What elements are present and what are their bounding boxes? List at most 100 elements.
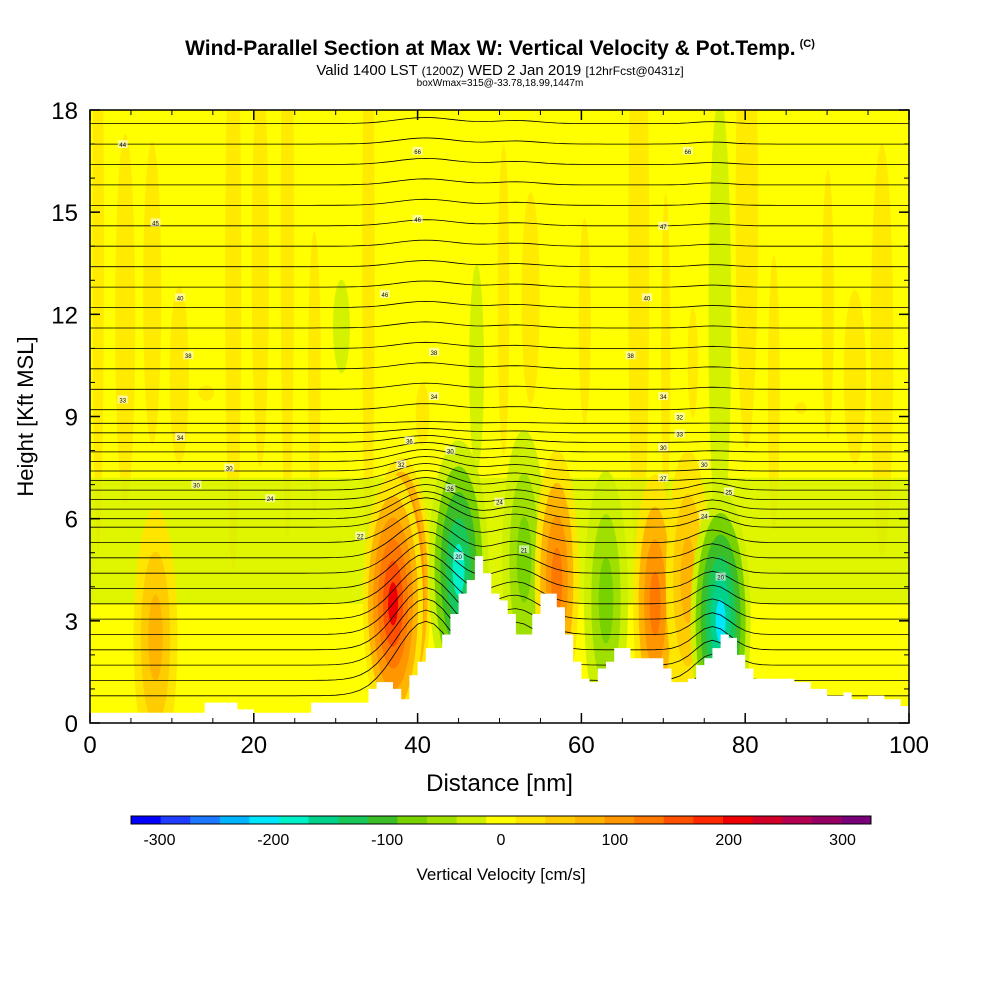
theta-contour: [90, 137, 909, 145]
colorbar-segment: [752, 816, 783, 824]
y-tick-label: 0: [65, 711, 78, 738]
theta-contour: [90, 476, 909, 500]
theta-label-bg: [682, 146, 693, 155]
theta-label: 46: [414, 218, 421, 224]
theta-contour: [90, 519, 909, 559]
theta-contour: [90, 421, 909, 424]
velocity-cell-band: [598, 557, 614, 644]
theta-label: 26: [447, 487, 454, 493]
colorbar-segment: [427, 816, 458, 824]
theta-label-bg: [445, 446, 456, 455]
velocity-stripe: [661, 192, 671, 522]
theta-label-bg: [519, 545, 530, 554]
theta-label: 32: [676, 416, 683, 422]
velocity-cell-band: [452, 543, 465, 596]
valid-utc: (1200Z): [421, 64, 464, 78]
theta-contour: [90, 219, 909, 227]
velocity-cell-band: [715, 599, 726, 643]
y-axis-label: Height [Kft MSL]: [13, 336, 38, 496]
theta-label-bg: [641, 293, 652, 302]
y-tick-label: 18: [51, 98, 78, 125]
theta-label-bg: [428, 347, 439, 356]
velocity-stripe: [687, 307, 698, 418]
theta-label: 36: [406, 439, 413, 445]
x-tick-label: 100: [889, 732, 929, 759]
theta-label: 66: [685, 150, 692, 156]
x-tick-label: 0: [83, 732, 96, 759]
theta-label: 21: [521, 548, 528, 554]
colorbar-tick-label: 200: [715, 832, 742, 849]
theta-contour: [90, 178, 909, 186]
velocity-cell-band: [148, 594, 163, 681]
velocity-stripe: [143, 141, 162, 445]
velocity-stripe: [251, 110, 269, 468]
theta-label-bg: [658, 473, 669, 482]
theta-contour: [90, 508, 909, 543]
velocity-stripe: [628, 110, 650, 581]
copyright-mark: (C): [799, 38, 815, 50]
colorbar-tick-label: -200: [257, 832, 289, 849]
colorbar-segment: [249, 816, 280, 824]
colorbar-segment: [723, 816, 754, 824]
theta-label: 27: [660, 477, 667, 483]
theta-contour: [90, 362, 909, 370]
velocity-stripe: [767, 255, 780, 532]
theta-contour: [90, 442, 909, 453]
colorbar-segment: [190, 816, 221, 824]
velocity-stripe: [115, 133, 136, 505]
theta-label: 20: [717, 576, 724, 582]
colorbar-segment: [575, 816, 606, 824]
chart-title-main: Wind-Parallel Section at Max W: Vertical…: [185, 37, 796, 60]
colorbar-tick-label: 300: [829, 832, 856, 849]
theta-label: 30: [701, 463, 708, 469]
x-tick-label: 40: [404, 732, 431, 759]
velocity-stripe: [497, 144, 510, 456]
theta-contour: [90, 280, 909, 288]
theta-contour: [90, 428, 909, 434]
velocity-field: 44 66 66 45 46 47 40 46 40 38 38 38 33 34 34 34 36 32 33 30…: [90, 110, 909, 723]
colorbar-tick-label: 0: [497, 832, 506, 849]
theta-contour: [90, 490, 909, 520]
theta-label-bg: [658, 221, 669, 230]
colorbar-segment: [782, 816, 813, 824]
velocity-stripe: [169, 286, 189, 465]
theta-label: 40: [644, 296, 651, 302]
theta-contour: [90, 198, 909, 206]
theta-label: 44: [119, 143, 126, 149]
colorbar-segment: [308, 816, 339, 824]
theta-label: 34: [660, 395, 667, 401]
velocity-cell: [133, 508, 178, 723]
colorbar-segment: [604, 816, 635, 824]
theta-label: 24: [496, 501, 503, 507]
theta-label: 34: [431, 395, 438, 401]
theta-contour: [90, 382, 909, 390]
theta-label: 33: [676, 433, 683, 439]
velocity-stripe: [332, 279, 350, 374]
theta-label-bg: [658, 443, 669, 452]
theta-label-bg: [699, 511, 710, 520]
theta-contour: [90, 542, 909, 589]
chart-subtitle: Valid 1400 LST (1200Z) WED 2 Jan 2019 [1…: [0, 62, 1000, 79]
colorbar-frame: [130, 815, 872, 825]
y-tick-label: 3: [65, 609, 78, 636]
velocity-cell-band: [516, 516, 532, 603]
theta-label: 32: [398, 463, 405, 469]
theta-label-bg: [723, 487, 734, 496]
colorbar-segment: [841, 816, 872, 824]
velocity-stripe: [870, 144, 894, 557]
theta-label: 45: [152, 221, 159, 227]
theta-label-bg: [674, 429, 685, 438]
theta-contour: [90, 321, 909, 329]
x-axis: 0 20 40 60 80 100: [83, 110, 929, 759]
colorbar-segment: [367, 816, 398, 824]
colorbar-segment: [634, 816, 665, 824]
colorbar-tick-label: -300: [143, 832, 175, 849]
theta-contour: [90, 157, 909, 165]
theta-label: 30: [226, 467, 233, 473]
theta-contour: [90, 530, 909, 574]
x-tick-label: 20: [240, 732, 267, 759]
colorbar-segment: [693, 816, 724, 824]
colorbar: -300 -200 -100 0 100 200 300 Vertical Velocity …: [130, 815, 872, 884]
terrain: [90, 556, 909, 723]
